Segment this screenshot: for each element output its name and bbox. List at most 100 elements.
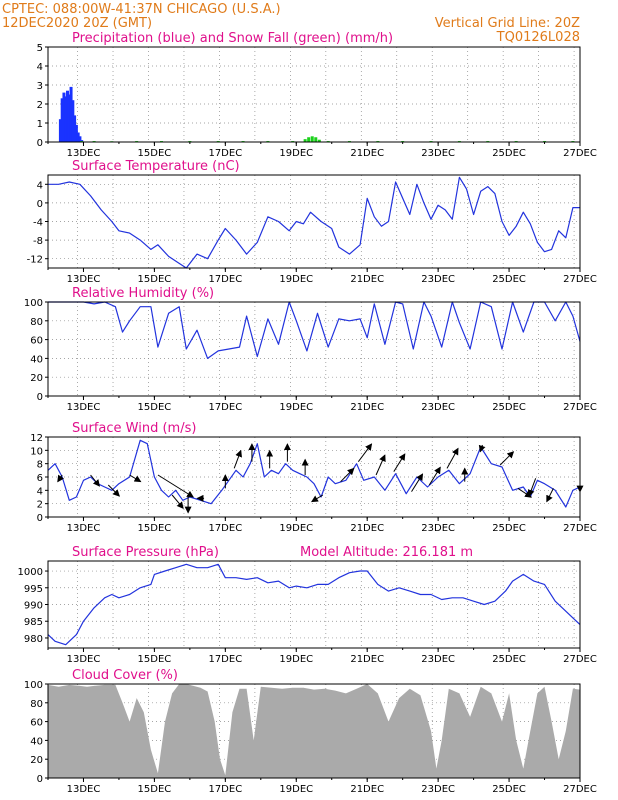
x-tick-label: 13DEC bbox=[67, 654, 101, 665]
header-code: TQ0126L028 bbox=[496, 30, 580, 45]
snow-bar bbox=[310, 136, 314, 142]
y-tick-label: 4 bbox=[37, 486, 43, 497]
x-tick-label: 27DEC bbox=[563, 274, 597, 285]
x-tick-label: 17DEC bbox=[208, 148, 242, 159]
x-tick-label: 13DEC bbox=[67, 784, 101, 795]
y-tick-label: 1 bbox=[37, 119, 43, 130]
wind-arrow bbox=[340, 467, 355, 483]
precip-bar bbox=[60, 98, 64, 142]
precip-bar bbox=[67, 94, 71, 142]
snow-bar bbox=[303, 139, 307, 142]
y-tick-label: 60 bbox=[30, 336, 43, 347]
x-tick-label: 19DEC bbox=[279, 523, 313, 534]
y-tick-label: 990 bbox=[24, 601, 43, 612]
x-tick-label: 25DEC bbox=[492, 654, 526, 665]
panel-title: Precipitation (blue) and Snow Fall (gree… bbox=[72, 31, 393, 46]
y-tick-label: 100 bbox=[24, 680, 43, 691]
y-tick-label: 0 bbox=[37, 199, 43, 210]
precip-bar bbox=[58, 119, 62, 142]
x-tick-label: 21DEC bbox=[350, 654, 384, 665]
x-tick-label: 17DEC bbox=[208, 402, 242, 413]
wind-arrow bbox=[157, 474, 194, 498]
x-tick-label: 27DEC bbox=[563, 784, 597, 795]
y-tick-label: 8 bbox=[37, 460, 43, 471]
y-tick-label: 5 bbox=[37, 43, 43, 54]
x-tick-label: 25DEC bbox=[492, 148, 526, 159]
y-tick-label: 80 bbox=[30, 699, 43, 710]
panel-4 bbox=[45, 560, 581, 652]
x-tick-label: 23DEC bbox=[421, 402, 455, 413]
x-tick-label: 19DEC bbox=[279, 148, 313, 159]
y-tick-label: 6 bbox=[37, 473, 43, 484]
y-tick-label: 20 bbox=[30, 755, 43, 766]
panel-5 bbox=[45, 683, 581, 782]
precip-bar bbox=[62, 92, 66, 142]
precip-bar bbox=[66, 90, 70, 142]
wind-arrow bbox=[107, 484, 121, 497]
y-tick-label: 2 bbox=[37, 100, 43, 111]
y-tick-label: 40 bbox=[30, 736, 43, 747]
precip-bar bbox=[69, 86, 73, 142]
panel-frame bbox=[47, 301, 581, 397]
wind-arrow bbox=[375, 454, 386, 476]
x-tick-label: 19DEC bbox=[279, 274, 313, 285]
y-tick-label: 0 bbox=[37, 392, 43, 403]
series-line bbox=[48, 176, 580, 269]
x-tick-label: 19DEC bbox=[279, 402, 313, 413]
y-tick-label: 995 bbox=[24, 584, 43, 595]
x-tick-label: 17DEC bbox=[208, 784, 242, 795]
precip-bar bbox=[71, 100, 75, 142]
y-tick-label: 2 bbox=[37, 500, 43, 511]
x-tick-label: 27DEC bbox=[563, 402, 597, 413]
x-tick-label: 19DEC bbox=[279, 784, 313, 795]
y-tick-label: 100 bbox=[24, 298, 43, 309]
wind-arrow bbox=[446, 447, 459, 469]
y-tick-label: 3 bbox=[37, 81, 43, 92]
x-tick-label: 25DEC bbox=[492, 523, 526, 534]
x-tick-label: 23DEC bbox=[421, 148, 455, 159]
wind-arrow bbox=[393, 453, 406, 472]
x-tick-label: 21DEC bbox=[350, 784, 384, 795]
header-date: 12DEC2020 20Z (GMT) bbox=[2, 16, 152, 31]
panel-2 bbox=[45, 301, 581, 400]
wind-arrow bbox=[546, 488, 554, 503]
y-tick-label: 1000 bbox=[18, 567, 43, 578]
wind-arrow bbox=[499, 451, 515, 466]
x-tick-label: 25DEC bbox=[492, 402, 526, 413]
x-tick-label: 25DEC bbox=[492, 274, 526, 285]
precip-bar bbox=[76, 132, 80, 142]
x-tick-label: 25DEC bbox=[492, 784, 526, 795]
header-grid-line: Vertical Grid Line: 20Z bbox=[435, 16, 580, 31]
y-tick-label: 60 bbox=[30, 718, 43, 729]
snow-bar bbox=[307, 137, 311, 142]
panel-title: Relative Humidity (%) bbox=[72, 286, 214, 301]
y-tick-label: -12 bbox=[27, 255, 43, 266]
x-tick-label: 21DEC bbox=[350, 274, 384, 285]
cloud-cover-area bbox=[48, 684, 580, 778]
precip-bar bbox=[73, 115, 77, 142]
wind-arrow bbox=[90, 474, 100, 487]
precip-bar bbox=[78, 136, 82, 142]
series-line bbox=[47, 439, 581, 508]
wind-arrow bbox=[428, 466, 441, 486]
panel-frame bbox=[47, 683, 581, 779]
y-tick-label: 10 bbox=[30, 446, 43, 457]
y-tick-label: 40 bbox=[30, 354, 43, 365]
y-tick-label: -8 bbox=[33, 236, 43, 247]
wind-arrow bbox=[171, 494, 184, 509]
x-tick-label: 17DEC bbox=[208, 523, 242, 534]
panel-frame bbox=[47, 436, 581, 518]
panel-frame bbox=[47, 560, 581, 649]
x-tick-label: 13DEC bbox=[67, 148, 101, 159]
x-tick-label: 15DEC bbox=[138, 274, 172, 285]
precip-bar bbox=[64, 96, 68, 142]
y-tick-label: 4 bbox=[37, 180, 43, 191]
y-tick-label: 985 bbox=[24, 617, 43, 628]
panel-0 bbox=[45, 46, 581, 146]
x-tick-label: 23DEC bbox=[421, 523, 455, 534]
x-tick-label: 27DEC bbox=[563, 523, 597, 534]
panel-title: Cloud Cover (%) bbox=[72, 668, 178, 683]
x-tick-label: 27DEC bbox=[563, 654, 597, 665]
y-tick-label: 0 bbox=[37, 774, 43, 785]
panel-annotation: Model Altitude: 216.181 m bbox=[300, 545, 473, 560]
